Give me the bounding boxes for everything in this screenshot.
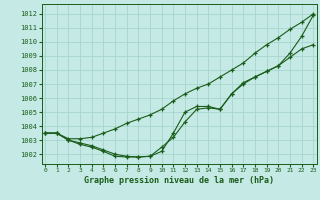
X-axis label: Graphe pression niveau de la mer (hPa): Graphe pression niveau de la mer (hPa) (84, 176, 274, 185)
